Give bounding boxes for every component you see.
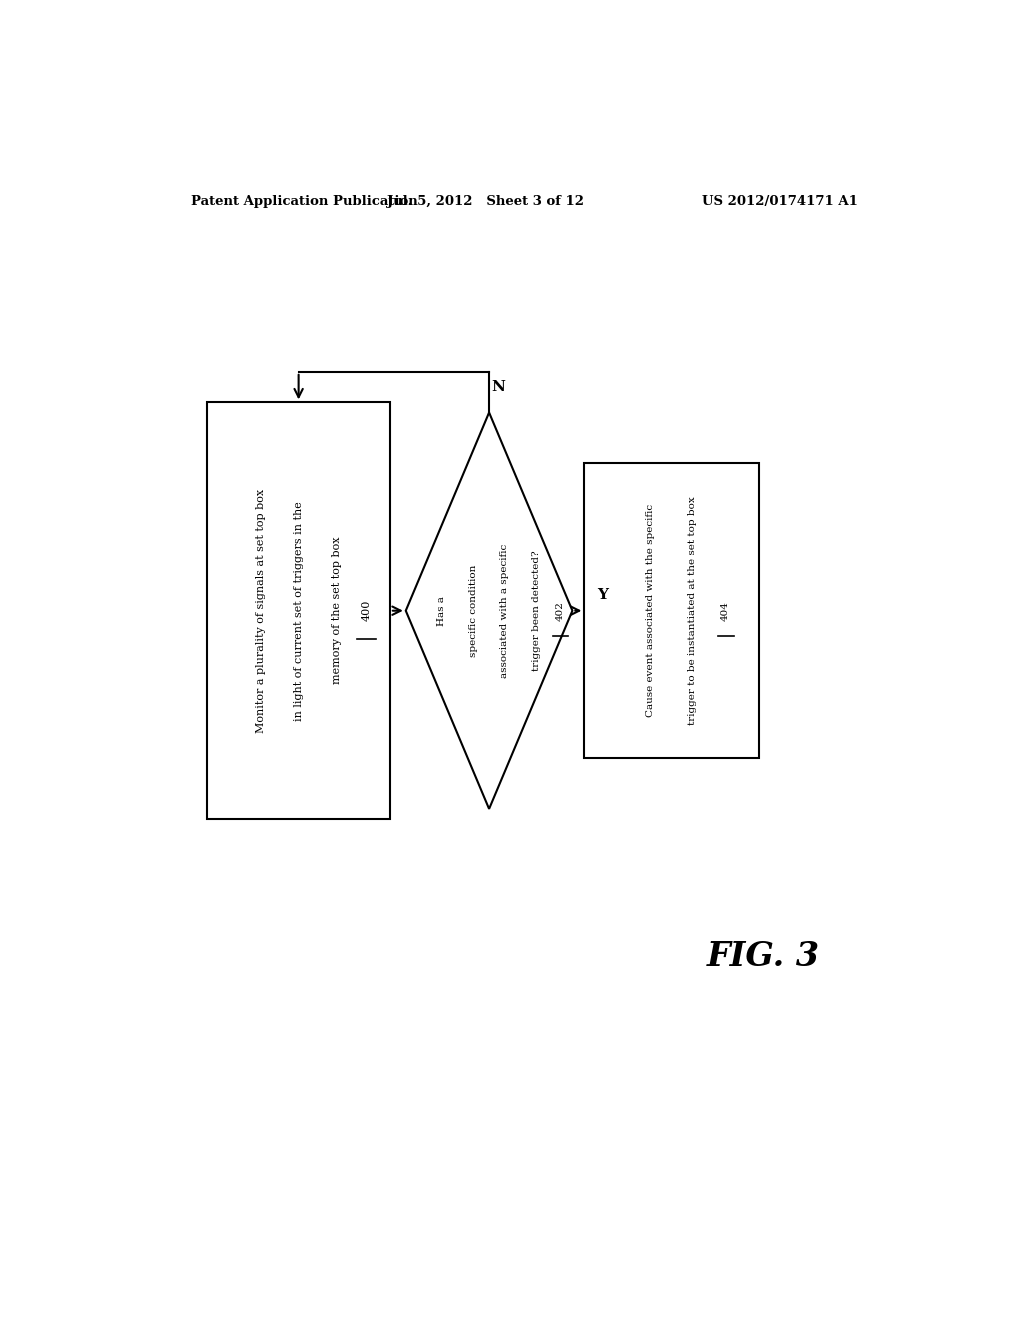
Text: trigger to be instantiated at the set top box: trigger to be instantiated at the set to… xyxy=(688,496,696,725)
Bar xyxy=(585,463,759,758)
Text: FIG. 3: FIG. 3 xyxy=(707,940,819,973)
Text: associated with a specific: associated with a specific xyxy=(501,544,510,678)
Text: US 2012/0174171 A1: US 2012/0174171 A1 xyxy=(702,194,858,207)
Text: 404: 404 xyxy=(721,601,730,620)
Bar xyxy=(207,403,390,818)
Text: trigger been detected?: trigger been detected? xyxy=(532,550,542,671)
Text: Monitor a plurality of signals at set top box: Monitor a plurality of signals at set to… xyxy=(256,488,265,733)
Text: Cause event associated with the specific: Cause event associated with the specific xyxy=(646,504,655,717)
Text: Y: Y xyxy=(597,589,608,602)
Text: Patent Application Publication: Patent Application Publication xyxy=(191,194,418,207)
Text: in light of current set of triggers in the: in light of current set of triggers in t… xyxy=(294,500,304,721)
Text: specific condition: specific condition xyxy=(469,565,478,657)
Text: memory of the set top box: memory of the set top box xyxy=(332,537,342,685)
Text: Jul. 5, 2012   Sheet 3 of 12: Jul. 5, 2012 Sheet 3 of 12 xyxy=(387,194,584,207)
Text: 400: 400 xyxy=(361,601,372,622)
Text: N: N xyxy=(492,380,506,395)
Text: 402: 402 xyxy=(556,601,565,620)
Polygon shape xyxy=(406,412,572,809)
Text: Has a: Has a xyxy=(437,595,446,626)
